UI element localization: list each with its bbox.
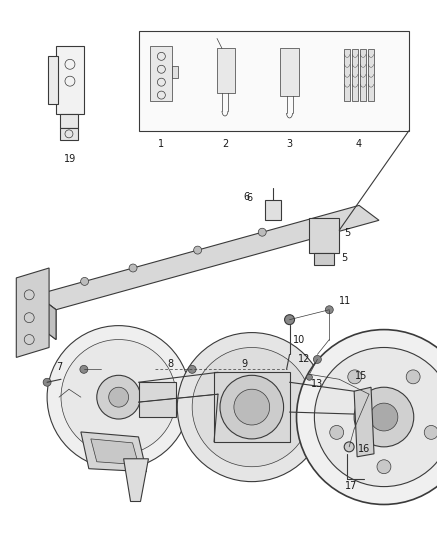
Circle shape (285, 314, 294, 325)
Circle shape (424, 425, 438, 439)
Bar (352, 50, 358, 101)
Bar (279, 49, 300, 96)
Circle shape (307, 374, 312, 380)
Bar (360, 50, 366, 101)
Bar (344, 50, 350, 101)
Circle shape (192, 348, 311, 467)
Text: 5: 5 (341, 253, 347, 263)
Circle shape (297, 329, 438, 504)
Polygon shape (81, 432, 146, 472)
Text: 5: 5 (344, 228, 350, 238)
Circle shape (188, 365, 196, 373)
Bar (214, 373, 290, 442)
Circle shape (47, 326, 190, 469)
Text: 16: 16 (358, 444, 370, 454)
Circle shape (97, 375, 141, 419)
Bar (368, 50, 374, 101)
Text: 13: 13 (311, 379, 324, 389)
Circle shape (370, 403, 398, 431)
Text: 6: 6 (247, 193, 253, 204)
Bar (48, 56, 58, 104)
Circle shape (81, 278, 88, 285)
Bar (56, 46, 84, 114)
Circle shape (314, 348, 438, 487)
Polygon shape (36, 205, 379, 310)
Circle shape (344, 442, 354, 452)
Text: 11: 11 (339, 296, 351, 306)
Bar (60, 114, 78, 128)
Circle shape (220, 375, 283, 439)
Text: 15: 15 (355, 372, 367, 381)
Polygon shape (354, 387, 374, 457)
Circle shape (43, 378, 51, 386)
Polygon shape (36, 295, 56, 340)
Circle shape (354, 387, 414, 447)
Circle shape (325, 306, 333, 314)
Bar (60, 128, 78, 140)
Circle shape (330, 425, 344, 439)
Text: 19: 19 (64, 154, 76, 164)
Circle shape (61, 340, 176, 455)
Bar (265, 200, 281, 220)
Text: 4: 4 (356, 139, 362, 149)
Circle shape (109, 387, 129, 407)
Bar (172, 66, 178, 78)
Text: 7: 7 (56, 362, 62, 373)
Text: 6: 6 (244, 192, 250, 203)
Text: 9: 9 (242, 359, 248, 369)
Bar (138, 31, 409, 131)
Polygon shape (36, 295, 56, 340)
Polygon shape (91, 439, 138, 465)
Bar (150, 46, 172, 101)
Text: 12: 12 (298, 354, 311, 365)
Circle shape (129, 264, 137, 272)
Circle shape (194, 246, 201, 254)
Text: 17: 17 (345, 481, 357, 490)
Text: 3: 3 (286, 139, 293, 149)
Circle shape (314, 356, 321, 364)
Polygon shape (124, 459, 148, 502)
Text: 8: 8 (167, 359, 173, 369)
Circle shape (258, 228, 266, 236)
Circle shape (348, 370, 362, 384)
Circle shape (234, 389, 270, 425)
Text: 10: 10 (293, 335, 306, 344)
Circle shape (177, 333, 326, 482)
Circle shape (377, 460, 391, 474)
Polygon shape (16, 268, 49, 358)
Circle shape (406, 370, 420, 384)
Circle shape (80, 365, 88, 373)
Bar (314, 253, 334, 265)
Text: 1: 1 (158, 139, 164, 149)
Bar (138, 382, 176, 417)
Bar (217, 49, 235, 93)
Text: 2: 2 (222, 139, 228, 149)
Bar (309, 219, 339, 253)
